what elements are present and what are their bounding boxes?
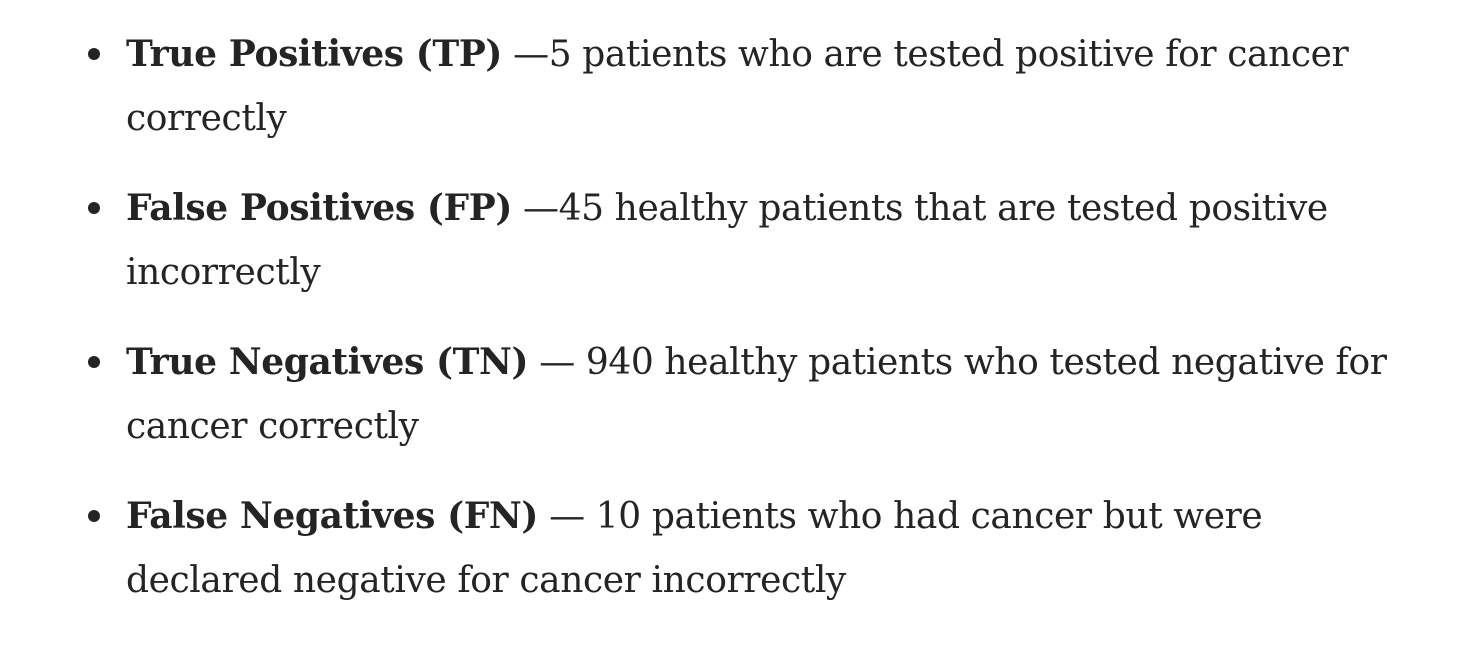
list-item-false-positives: False Positives (FP) —45 healthy patient… (88, 176, 1426, 305)
term-false-negatives: False Negatives (FN) (126, 495, 539, 537)
term-true-positives: True Positives (TP) (126, 33, 503, 75)
list-item-true-negatives: True Negatives (TN) — 940 healthy patien… (88, 330, 1426, 459)
list-item-true-positives: True Positives (TP) —5 patients who are … (88, 22, 1426, 151)
list-item-false-negatives: False Negatives (FN) — 10 patients who h… (88, 484, 1426, 613)
description-false-positives: —45 healthy patients that are tested pos… (126, 188, 1328, 293)
term-true-negatives: True Negatives (TN) (126, 341, 529, 383)
description-true-negatives: — 940 healthy patients who tested negati… (126, 342, 1387, 447)
description-false-negatives: — 10 patients who had cancer but were de… (126, 496, 1263, 601)
description-true-positives: —5 patients who are tested positive for … (126, 34, 1349, 139)
term-false-positives: False Positives (FP) (126, 187, 512, 229)
definitions-list: True Positives (TP) —5 patients who are … (88, 22, 1426, 638)
